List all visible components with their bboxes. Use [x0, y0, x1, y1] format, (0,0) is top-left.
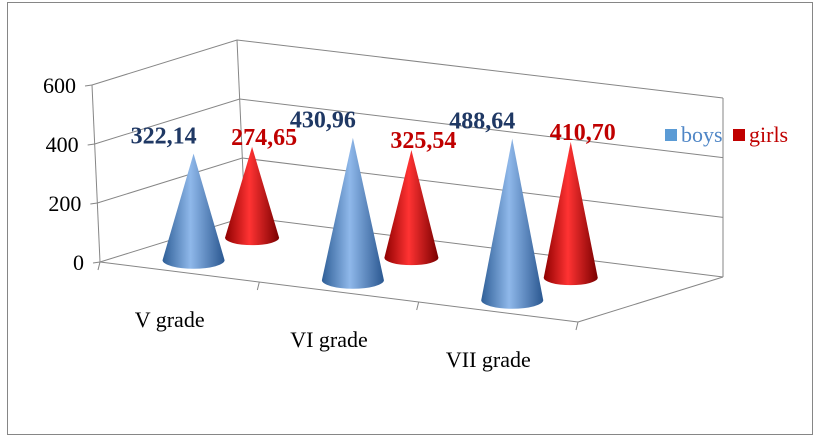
legend-label: girls — [749, 122, 788, 147]
x-category-label: VII grade — [446, 347, 531, 372]
y-tick-mark — [92, 261, 101, 264]
x-tick-mark — [575, 321, 579, 331]
data-label: 322,14 — [131, 124, 197, 150]
y-tick-mark — [90, 202, 98, 205]
y-tick-label: 0 — [73, 250, 84, 275]
y-axis-line — [91, 84, 101, 263]
legend-swatch — [733, 129, 745, 141]
cone-girls — [225, 146, 280, 246]
data-label: 325,54 — [390, 128, 456, 154]
cone-girls — [384, 150, 439, 266]
y-tick-mark — [87, 143, 95, 146]
cone-boys — [162, 153, 225, 269]
gridline — [91, 39, 724, 99]
text-layer: 0 200 400 600 V grade VI grade VII grade 322,14… — [43, 73, 616, 372]
y-tick-label: 400 — [46, 132, 79, 157]
cones-layer — [162, 137, 598, 309]
x-axis-line — [99, 261, 579, 323]
legend-swatch — [665, 129, 677, 141]
x-category-label: VI grade — [290, 327, 368, 352]
chart-border — [7, 2, 813, 435]
cone-boys — [321, 137, 384, 289]
floor-right-edge — [577, 276, 724, 323]
x-tick-mark — [416, 301, 420, 311]
data-label: 410,70 — [550, 120, 616, 146]
y-tick-label: 600 — [43, 73, 76, 98]
y-tick-label: 200 — [48, 191, 81, 216]
x-tick-mark — [97, 261, 101, 271]
cone-girls — [543, 141, 598, 286]
data-label: 430,96 — [290, 108, 356, 134]
legend-label: boys — [681, 122, 723, 147]
cone-boys — [481, 138, 544, 309]
x-category-label: V grade — [135, 307, 205, 332]
y-tick-mark — [84, 84, 93, 87]
x-tick-mark — [256, 281, 260, 291]
legend: boys girls — [665, 122, 788, 147]
data-label: 488,64 — [449, 109, 515, 135]
data-label: 274,65 — [231, 125, 297, 151]
